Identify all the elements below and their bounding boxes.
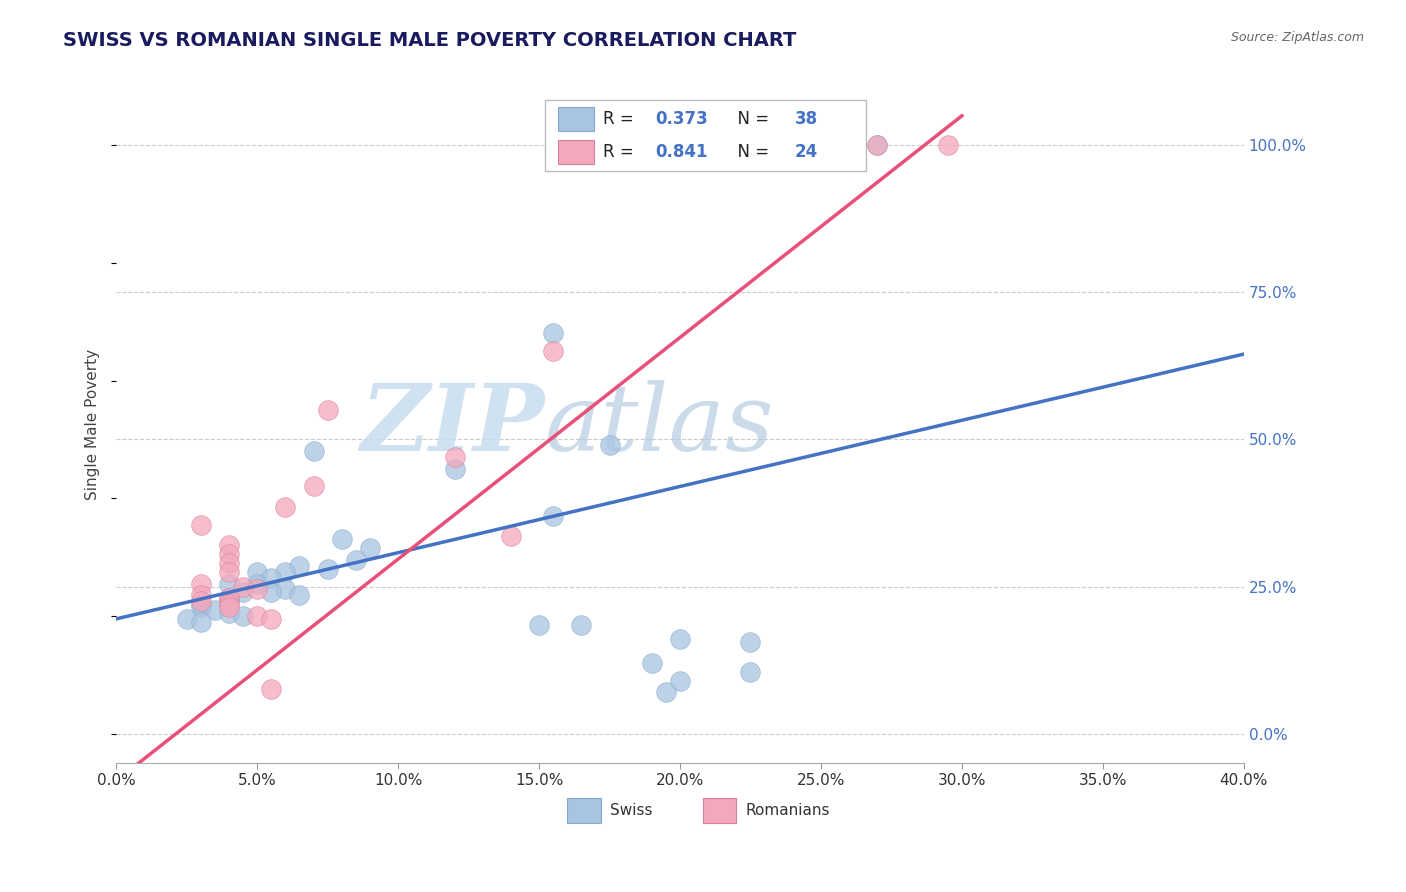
Point [499,529,522,543]
Point [527,617,550,632]
Point [260,682,283,697]
Point [599,438,621,452]
Point [274,565,297,579]
Text: atlas: atlas [544,380,775,470]
Text: N =: N = [727,110,775,128]
Point [190,517,212,532]
Point [246,609,269,624]
Point [190,600,212,615]
Bar [544,100,866,171]
Point [330,533,353,547]
Bar [567,798,602,822]
Point [218,576,240,591]
Text: Source: ZipAtlas.com: Source: ZipAtlas.com [1230,31,1364,45]
Point [218,597,240,611]
Text: 38: 38 [794,110,818,128]
Text: 0.373: 0.373 [655,110,709,128]
Point [190,588,212,602]
Point [260,585,283,599]
Point [669,673,692,688]
Text: R =: R = [603,143,640,161]
Point [218,565,240,579]
Point [246,582,269,597]
Point [302,444,325,458]
Point [302,479,325,493]
Point [260,612,283,626]
Text: Swiss: Swiss [610,803,652,818]
Point [936,138,959,153]
Point [655,685,678,699]
Point [344,553,367,567]
Point [359,541,381,556]
Point [218,606,240,620]
Point [669,632,692,647]
Bar [703,798,737,822]
Text: N =: N = [727,143,775,161]
Point [541,508,564,523]
Point [218,556,240,570]
Text: SWISS VS ROMANIAN SINGLE MALE POVERTY CORRELATION CHART: SWISS VS ROMANIAN SINGLE MALE POVERTY CO… [63,31,797,50]
Point [218,591,240,606]
Point [274,582,297,597]
Point [866,138,889,153]
Point [190,615,212,629]
Text: ZIP: ZIP [360,380,544,470]
Point [190,576,212,591]
Point [641,656,664,670]
Point [218,538,240,552]
Text: R =: R = [603,110,640,128]
Point [232,609,254,624]
Point [740,635,762,649]
Point [541,326,564,341]
Text: 0.841: 0.841 [655,143,707,161]
Point [443,462,465,476]
Point [740,665,762,679]
Point [274,500,297,514]
Point [316,403,339,417]
Point [316,562,339,576]
Point [443,450,465,464]
Point [176,612,198,626]
Point [541,344,564,359]
Point [218,600,240,615]
Point [190,597,212,611]
Point [190,594,212,608]
Text: Romanians: Romanians [745,803,830,818]
Point [246,565,269,579]
Point [246,576,269,591]
Text: 24: 24 [794,143,818,161]
Point [218,591,240,606]
Point [260,571,283,585]
Point [232,585,254,599]
Point [569,617,592,632]
Point [204,603,226,617]
Point [866,138,889,153]
Bar [558,139,595,164]
Y-axis label: Single Male Poverty: Single Male Poverty [86,349,100,500]
Point [232,580,254,594]
Point [218,547,240,561]
Bar [558,107,595,131]
Point [288,588,311,602]
Point [288,558,311,573]
Point [218,594,240,608]
